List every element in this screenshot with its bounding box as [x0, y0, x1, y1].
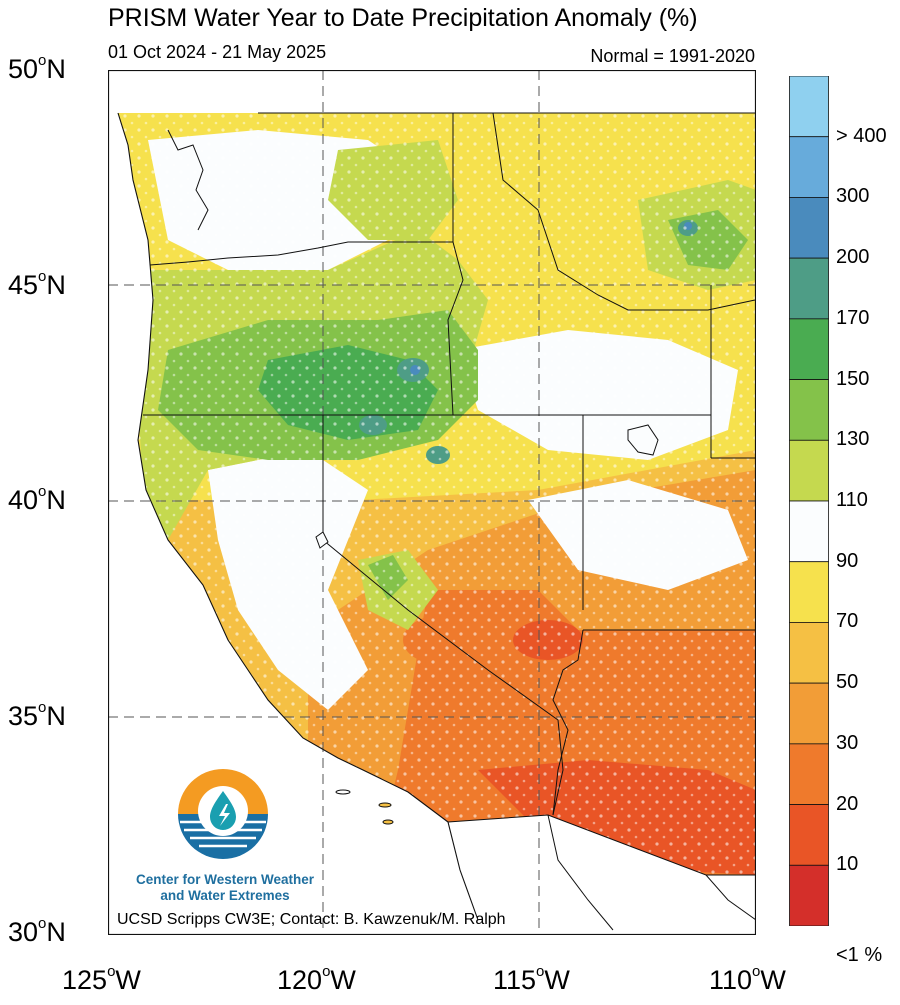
colorbar	[789, 76, 829, 926]
lon-label-120: 120oW	[277, 963, 356, 995]
map-frame	[108, 70, 756, 935]
colorbar-label: 300	[836, 185, 870, 208]
credit-text: UCSD Scripps CW3E; Contact: B. Kawzenuk/…	[117, 911, 506, 928]
baja-gulf-coast	[547, 814, 614, 931]
logo-line-2: and Water Extremes	[160, 888, 290, 903]
precipitation-anomaly-map	[108, 70, 756, 935]
cw3e-logo	[178, 769, 268, 859]
border-id-west	[447, 113, 464, 416]
colorbar-label: 10	[836, 853, 859, 876]
lon-label-110: 110oW	[709, 963, 786, 995]
coastline	[117, 112, 479, 921]
lat-label-30: 30oN	[8, 915, 66, 947]
colorbar-segment	[789, 743, 829, 805]
colorbar-label: <1 %	[836, 944, 883, 967]
logo-bolt-icon	[219, 804, 230, 826]
colorbar-label: 50	[836, 671, 859, 694]
border-wa-or	[149, 241, 453, 266]
colorbar-segment	[789, 804, 829, 866]
colorbar-label: 20	[836, 792, 859, 815]
colorbar-label: 30	[836, 731, 859, 754]
channel-island-a	[335, 789, 351, 795]
anomaly-field	[108, 113, 755, 875]
colorbar-segment	[789, 257, 829, 320]
colorbar-label: 110	[836, 489, 868, 511]
colorbar-segment	[789, 561, 829, 623]
colorbar-segment	[789, 682, 829, 745]
colorbar-segment	[789, 136, 829, 198]
lon-label-115: 115oW	[493, 963, 570, 995]
colorbar-label: 170	[836, 306, 870, 329]
colorbar-segment	[789, 379, 829, 441]
date-range: 01 Oct 2024 - 21 May 2025	[108, 42, 327, 62]
colorbar-label: 70	[836, 610, 859, 633]
normal-period: Normal = 1991-2020	[590, 46, 755, 66]
puget-sound	[167, 129, 209, 231]
colorbar-label: 90	[836, 549, 859, 572]
colorbar-segment	[789, 622, 829, 684]
lat-label-45: 45oN	[8, 268, 66, 300]
logo-water-icon	[178, 814, 268, 859]
logo-text: Center for Western Weather and Water Ext…	[120, 872, 330, 904]
colorbar-segment	[789, 864, 829, 926]
border-id-mt	[492, 112, 756, 311]
map-title: PRISM Water Year to Date Precipitation A…	[108, 4, 698, 32]
colorbar-label: 130	[836, 428, 870, 451]
colorbar-label: 150	[836, 367, 870, 390]
lat-label-35: 35oN	[8, 699, 66, 731]
channel-island-b	[378, 802, 392, 808]
colorbar-segment	[789, 76, 829, 138]
colorbar-label: 200	[836, 246, 870, 269]
lon-label-125: 125oW	[62, 963, 141, 995]
lake-tahoe	[315, 531, 329, 549]
channel-island-c	[382, 819, 394, 825]
border-mexico	[447, 814, 755, 876]
lat-label-40: 40oN	[8, 483, 66, 515]
great-salt-lake	[627, 424, 659, 456]
lat-label-50: 50oN	[8, 52, 66, 84]
colorbar-segment	[789, 197, 829, 259]
colorbar-segment	[789, 500, 829, 563]
logo-line-1: Center for Western Weather	[135, 872, 315, 887]
sonora-border	[705, 874, 756, 921]
colorbar-label: > 400	[836, 124, 887, 147]
colorbar-segment	[789, 318, 829, 380]
border-colorado-river	[552, 629, 584, 816]
colorbar-segment	[789, 439, 829, 502]
